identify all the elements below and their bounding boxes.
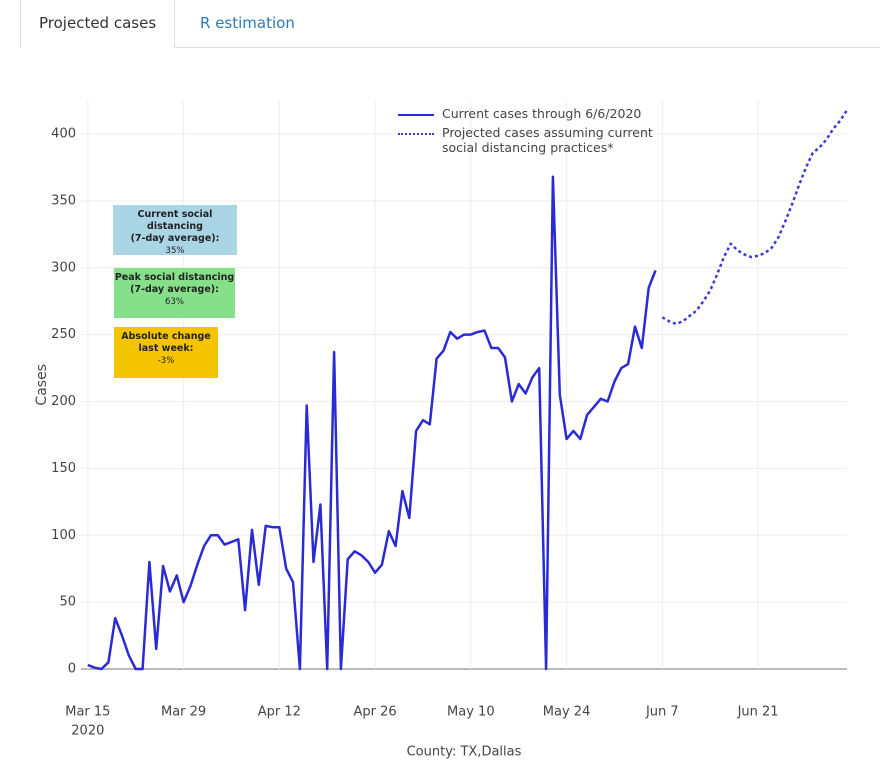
y-tick-label: 50: [59, 595, 76, 610]
x-tick-label: May 10: [447, 705, 495, 720]
annotation-text: Peak social distancing: [114, 272, 235, 283]
x-tick-year: 2020: [71, 724, 104, 739]
legend-label: Projected cases assuming current social …: [442, 125, 653, 155]
x-tick-label: May 24: [543, 705, 591, 720]
legend-swatch: [398, 133, 434, 135]
annotation-text: Current social distancing: [137, 209, 213, 232]
y-tick-label: 350: [51, 193, 76, 208]
data-line: [87, 175, 657, 671]
x-tick-label: Mar 15: [65, 705, 110, 720]
annotation-text: (7-day average):: [130, 233, 220, 244]
legend: Current cases through 6/6/2020 Projected …: [398, 106, 688, 159]
y-tick-label: 0: [68, 662, 76, 677]
annotation-box: Peak social distancing (7-day average): 63…: [114, 268, 235, 318]
x-axis-title: County: TX,Dallas: [407, 745, 522, 760]
annotation-text: 35%: [165, 246, 185, 256]
y-tick-label: 250: [51, 327, 76, 342]
legend-label: Current cases through 6/6/2020: [442, 106, 642, 121]
legend-item: Current cases through 6/6/2020: [398, 106, 688, 121]
annotation-text: Absolute change: [121, 331, 211, 342]
y-tick-label: 200: [51, 394, 76, 409]
tab[interactable]: Projected cases: [20, 0, 176, 48]
annotation-text: -3%: [157, 356, 175, 366]
tab-bar: [20, 47, 880, 48]
x-tick-label: Apr 12: [258, 705, 301, 720]
x-tick-label: Mar 29: [161, 705, 206, 720]
annotation-box: Current social distancing (7-day average)…: [113, 205, 237, 256]
y-tick-label: 300: [51, 260, 76, 275]
annotation-box: Absolute change last week: -3%: [114, 327, 218, 378]
data-line: [661, 109, 849, 326]
x-tick-label: Apr 26: [354, 705, 397, 720]
annotation-text: 63%: [165, 297, 184, 307]
legend-swatch: [398, 114, 434, 116]
x-tick-label: Jun 21: [737, 705, 779, 720]
legend-item: Projected cases assuming current social …: [398, 125, 688, 155]
x-tick-label: Jun 7: [645, 705, 679, 720]
y-tick-label: 400: [51, 127, 76, 142]
tab[interactable]: R estimation: [200, 14, 295, 32]
y-tick-label: 100: [51, 528, 76, 543]
annotation-text: last week:: [138, 343, 194, 354]
annotation-text: (7-day average):: [130, 284, 219, 295]
y-tick-label: 150: [51, 461, 76, 476]
y-axis-title: Cases: [34, 364, 50, 406]
